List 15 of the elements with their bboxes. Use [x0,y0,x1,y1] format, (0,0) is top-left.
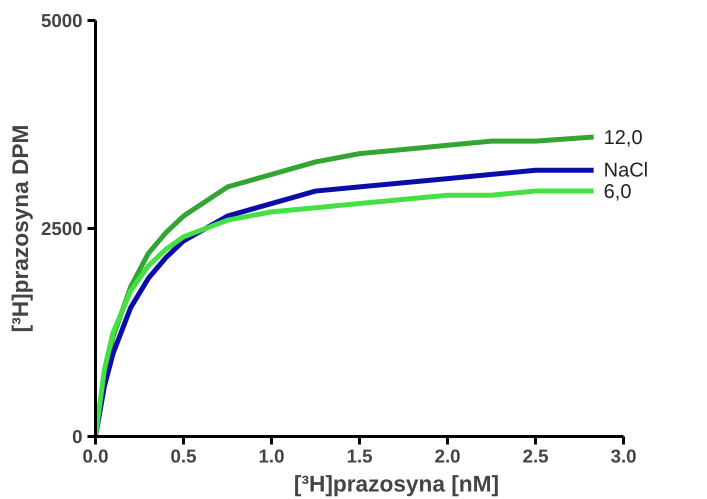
x-tick-label: 0.0 [82,446,108,466]
y-tick-label: 5000 [40,10,83,31]
y-axis-title: [³H]prazosyna DPM [6,124,33,332]
x-axis-title: [³H]prazosyna [nM] [294,470,500,496]
series-label: 12,0 [604,126,643,149]
x-tick-label: 3.0 [610,446,637,466]
series-label: 6,0 [604,181,632,204]
series-label: NaCl [604,159,648,182]
x-tick-label: 0.5 [170,446,196,466]
y-tick-label: 2500 [40,218,83,239]
x-tick-label: 2.0 [434,446,461,466]
x-tick-label: 2.5 [522,446,549,466]
x-tick-label: 1.5 [346,446,373,466]
x-tick-label: 1.0 [258,446,284,466]
y-tick-label: 0 [72,426,83,447]
